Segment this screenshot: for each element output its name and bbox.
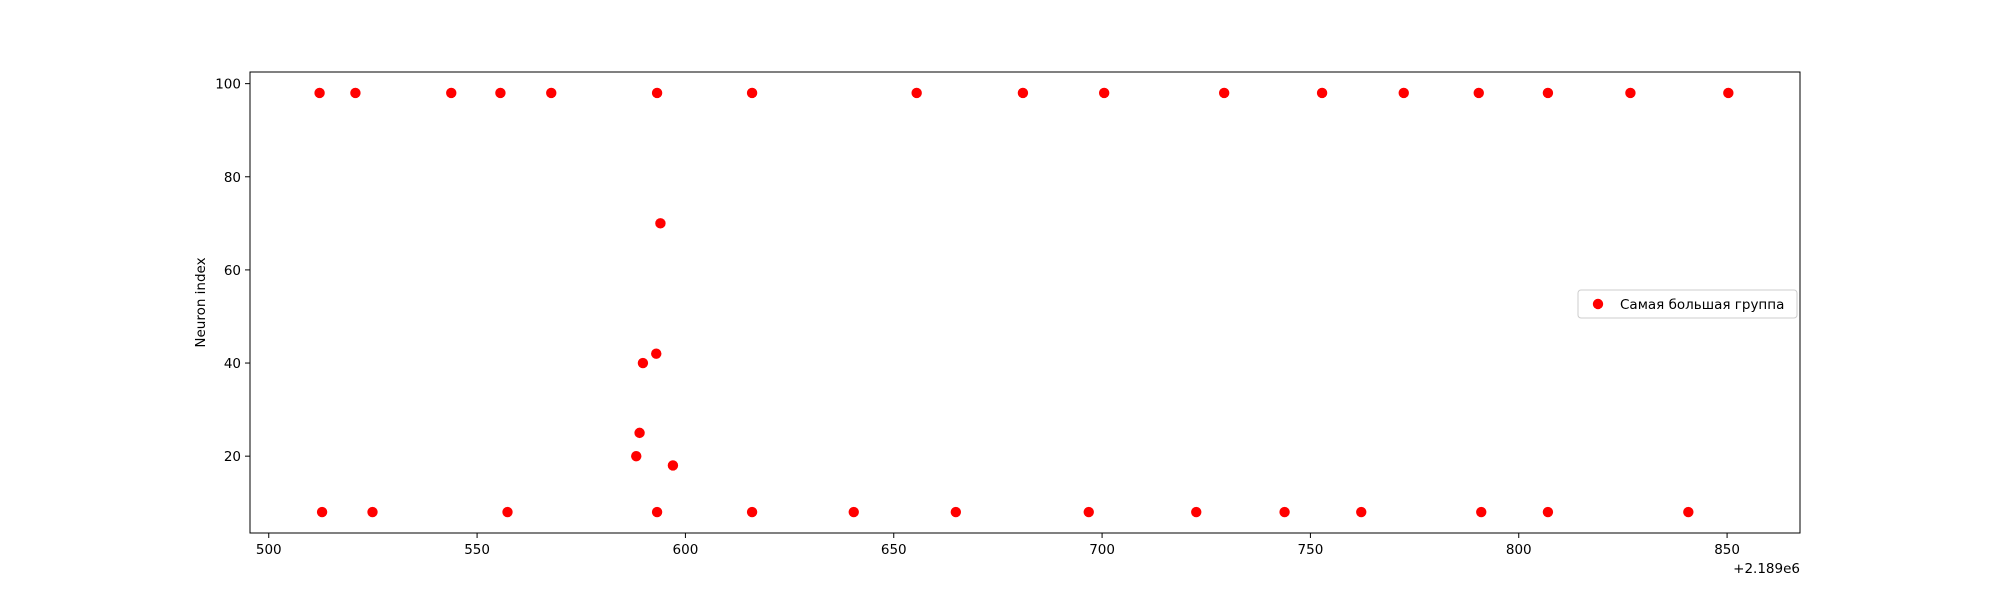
data-point [1017, 87, 1029, 99]
data-point [314, 87, 325, 99]
data-point [1218, 87, 1230, 99]
data-point [651, 348, 662, 359]
data-point [1191, 506, 1202, 518]
data-point [316, 506, 328, 518]
data-point [950, 506, 962, 518]
x-axis-offset-label: +2.189e6 [1733, 561, 1800, 577]
legend-label: Самая большая группа [1620, 297, 1784, 313]
data-point [634, 427, 645, 439]
data-point [367, 506, 378, 518]
data-point [637, 357, 649, 369]
y-axis-label: Neuron index [193, 257, 209, 347]
y-tick-label: 80 [224, 170, 241, 186]
x-tick-label: 700 [1089, 542, 1115, 558]
data-point [1398, 87, 1409, 99]
data-point [911, 87, 922, 99]
x-tick-label: 550 [464, 542, 490, 558]
data-point [1625, 87, 1636, 99]
data-point [1083, 506, 1094, 518]
x-tick-label: 750 [1298, 542, 1324, 558]
data-point [746, 87, 758, 99]
plot-area-frame [249, 71, 1801, 534]
legend: Самая большая группа [1577, 289, 1798, 319]
data-point [1542, 87, 1554, 99]
data-point [1316, 87, 1328, 99]
x-tick-label: 650 [881, 542, 907, 558]
x-tick-label: 800 [1506, 542, 1532, 558]
y-tick-label: 20 [224, 449, 241, 465]
data-point [1279, 506, 1290, 518]
data-point [651, 506, 663, 518]
y-tick-label: 60 [224, 263, 241, 279]
data-point [651, 87, 663, 99]
data-point [667, 460, 679, 471]
legend-box [1577, 289, 1798, 319]
data-point [446, 87, 457, 99]
legend-marker [1592, 298, 1604, 310]
data-points [314, 87, 1734, 518]
data-point [1476, 506, 1487, 518]
y-tick-label: 100 [215, 77, 241, 93]
data-point [631, 450, 642, 462]
data-point [848, 506, 859, 518]
y-tick-label: 40 [224, 356, 241, 372]
data-point [1683, 506, 1694, 518]
y-axis-ticks: 20 40 60 80 100 [215, 77, 250, 465]
data-point [350, 87, 361, 99]
x-tick-label: 500 [256, 542, 282, 558]
x-tick-label: 600 [673, 542, 699, 558]
data-point [1473, 87, 1484, 99]
data-point [1542, 506, 1554, 518]
data-point [1098, 87, 1110, 99]
data-point [546, 87, 557, 99]
data-point [1723, 87, 1734, 99]
data-point [495, 87, 506, 99]
x-axis-ticks: 500 550 600 650 700 750 800 850 [256, 533, 1740, 558]
data-point [655, 218, 666, 229]
x-tick-label: 850 [1714, 542, 1740, 558]
data-point [502, 506, 513, 518]
data-point [746, 506, 758, 518]
data-point [1356, 506, 1367, 518]
